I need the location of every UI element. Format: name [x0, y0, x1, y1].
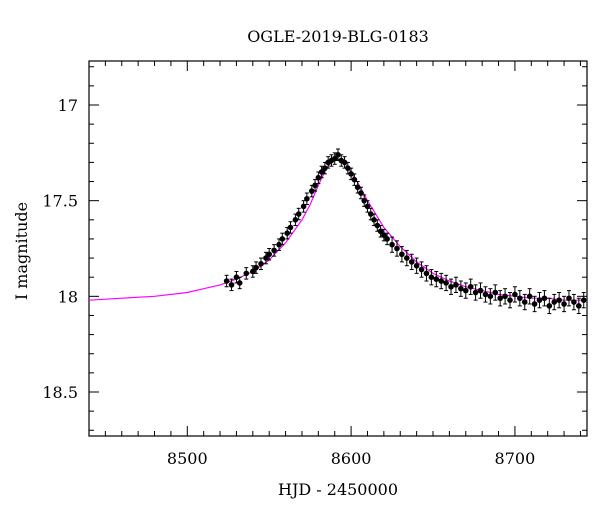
data-point — [389, 241, 395, 248]
data-point — [236, 280, 243, 286]
data-point — [576, 303, 582, 309]
data-point — [331, 155, 338, 162]
data-point — [517, 295, 523, 302]
data-point — [571, 299, 577, 305]
y-tick-label: 18 — [58, 287, 78, 306]
data-point — [361, 197, 368, 204]
data-point — [304, 195, 310, 202]
data-point — [358, 190, 364, 196]
y-axis-label: I magnitude — [12, 202, 31, 300]
axis-tick-labels: 8500 8600 8700 17 17.5 18 18.5 — [42, 96, 535, 468]
plot-border — [88, 60, 588, 437]
data-point — [315, 174, 322, 181]
data-point — [580, 297, 587, 303]
data-point — [345, 165, 351, 171]
data-point — [487, 293, 494, 300]
data-point — [462, 287, 469, 294]
data-point — [263, 255, 269, 261]
axis-ticks — [88, 61, 587, 436]
plot-frame — [88, 60, 588, 437]
data-point — [526, 293, 533, 300]
data-point — [374, 222, 381, 229]
x-axis-label: HJD - 2450000 — [278, 480, 398, 499]
data-point — [335, 151, 341, 158]
data-point — [438, 278, 445, 284]
data-point — [377, 228, 384, 235]
data-point — [279, 236, 286, 242]
data-point — [556, 297, 562, 303]
x-tick-label: 8600 — [331, 449, 372, 468]
data-point — [364, 203, 371, 210]
chart-title: OGLE-2019-BLG-0183 — [247, 27, 429, 46]
data-point — [351, 176, 358, 183]
data-point — [266, 251, 272, 258]
x-tick-label: 8700 — [495, 449, 536, 468]
data-point — [512, 291, 518, 298]
data-point — [371, 217, 377, 223]
data-point — [531, 301, 538, 307]
data-point — [300, 203, 307, 210]
data-point — [546, 303, 553, 309]
data-point — [541, 295, 548, 302]
data-point — [318, 169, 325, 175]
data-point — [492, 289, 499, 296]
data-point — [467, 283, 474, 290]
data-point — [453, 282, 459, 288]
data-point — [308, 188, 315, 194]
data-point — [399, 251, 405, 258]
data-point — [428, 274, 435, 280]
data-point — [367, 211, 374, 217]
data-point — [322, 165, 328, 171]
model-line — [88, 157, 587, 301]
data-point — [341, 159, 348, 166]
data-point — [408, 259, 415, 265]
data-point — [502, 293, 508, 300]
data-point — [243, 270, 250, 277]
data-point — [497, 295, 503, 302]
data-point — [561, 301, 567, 307]
data-point — [443, 280, 449, 286]
data-point — [394, 245, 400, 252]
data-point — [381, 232, 387, 238]
data-point — [292, 217, 299, 223]
data-point — [233, 274, 240, 280]
data-point — [448, 283, 454, 290]
data-point — [433, 276, 440, 282]
data-point — [477, 287, 484, 294]
model-curve — [88, 157, 587, 301]
data-points — [223, 148, 587, 315]
data-point — [253, 264, 259, 271]
data-point — [521, 299, 528, 305]
data-point — [536, 297, 543, 303]
data-point — [566, 295, 572, 302]
y-tick-label: 17.5 — [42, 192, 78, 211]
data-point — [418, 266, 425, 273]
data-point — [276, 241, 282, 248]
data-point — [284, 230, 291, 236]
y-tick-label: 18.5 — [42, 383, 78, 402]
data-point — [258, 261, 264, 267]
data-point — [354, 184, 361, 191]
data-point — [287, 224, 294, 231]
data-point — [271, 247, 277, 254]
data-point — [423, 270, 430, 277]
data-point — [384, 236, 390, 242]
data-point — [551, 299, 558, 305]
data-point — [223, 278, 230, 284]
data-point — [228, 282, 235, 288]
data-point — [413, 262, 420, 269]
data-point — [348, 171, 354, 177]
data-point — [472, 289, 479, 296]
data-point — [250, 268, 256, 275]
y-tick-label: 17 — [58, 96, 78, 115]
data-point — [312, 182, 318, 189]
data-point — [482, 291, 489, 298]
data-point — [507, 297, 513, 303]
data-point — [295, 211, 302, 217]
data-point — [404, 255, 410, 261]
x-tick-label: 8500 — [167, 449, 208, 468]
data-point — [458, 285, 464, 292]
